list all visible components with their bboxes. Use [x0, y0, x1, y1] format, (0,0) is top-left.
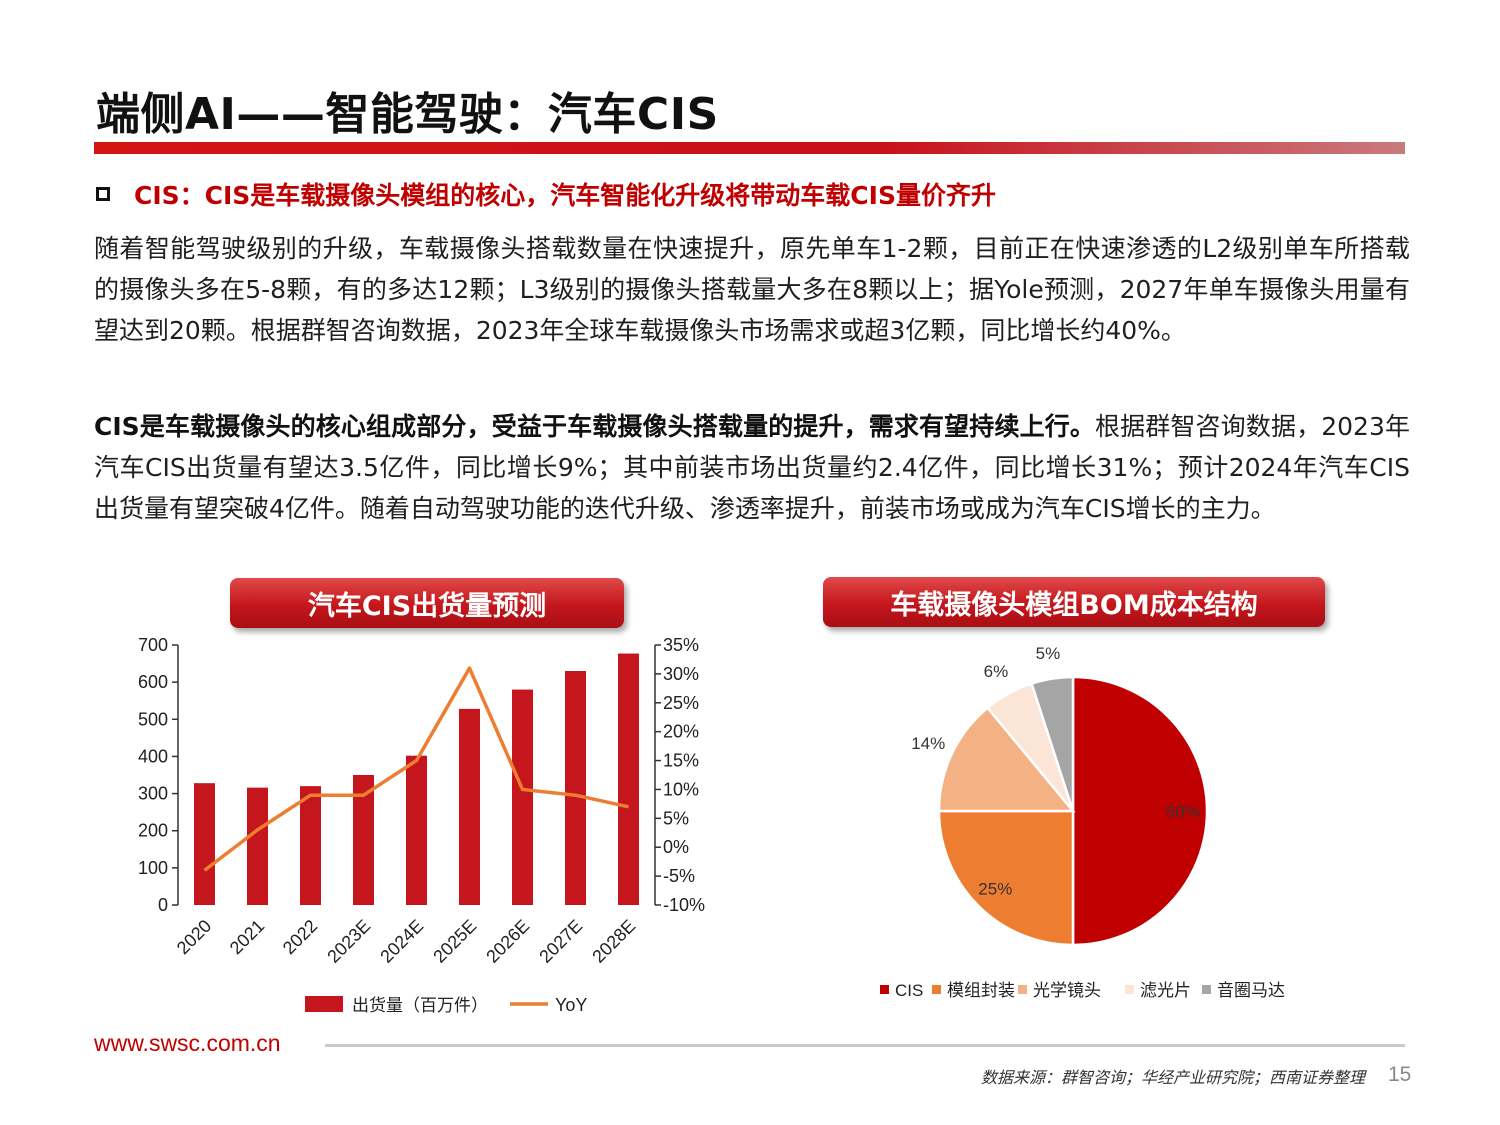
- shipment-bar: [406, 755, 427, 905]
- left-tick-label: 700: [138, 635, 168, 655]
- shipment-bar: [300, 786, 321, 905]
- bar-chart-title: 汽车CIS出货量预测: [230, 578, 624, 628]
- right-tick-label: 30%: [663, 664, 699, 684]
- left-tick-label: 200: [138, 821, 168, 841]
- pie-value-label: 14%: [911, 734, 945, 753]
- pie-value-label: 5%: [1036, 644, 1061, 663]
- right-tick-label: 10%: [663, 779, 699, 799]
- paragraph-2: CIS是车载摄像头的核心组成部分，受益于车载摄像头搭载量的提升，需求有望持续上行…: [94, 406, 1410, 529]
- pie-legend-label: 光学镜头: [1033, 981, 1101, 1000]
- pie-slice: [1071, 675, 1209, 947]
- subheading-text: CIS：CIS是车载摄像头模组的核心，汽车智能化升级将带动车载CIS量价齐升: [134, 181, 996, 210]
- right-tick-label: 25%: [663, 693, 699, 713]
- right-tick-label: 0%: [663, 837, 689, 857]
- left-tick-label: 100: [138, 858, 168, 878]
- pie-legend-swatch: [1018, 985, 1027, 994]
- pie-legend-label: 滤光片: [1140, 981, 1191, 1000]
- data-source-note: 数据来源：群智咨询；华经产业研究院；西南证券整理: [980, 1068, 1365, 1087]
- pie-legend-swatch: [1202, 985, 1211, 994]
- right-tick-label: 35%: [663, 635, 699, 655]
- pie-value-label: 50%: [1166, 802, 1200, 821]
- legend-line-label: YoY: [555, 995, 587, 1015]
- right-tick-label: 15%: [663, 751, 699, 771]
- right-tick-label: 5%: [663, 808, 689, 828]
- yoy-line: [203, 666, 629, 872]
- paragraph-1: 随着智能驾驶级别的升级，车载摄像头搭载数量在快速提升，原先单车1-2颗，目前正在…: [94, 234, 1410, 345]
- section-subheading: CIS：CIS是车载摄像头模组的核心，汽车智能化升级将带动车载CIS量价齐升: [96, 176, 996, 212]
- left-tick-label: 0: [158, 895, 168, 915]
- pie-slice: [937, 809, 1075, 947]
- page-number: 15: [1388, 1063, 1412, 1086]
- footer-divider: [325, 1044, 1405, 1047]
- left-tick-label: 500: [138, 709, 168, 729]
- right-tick-label: 20%: [663, 722, 699, 742]
- square-bullet-icon: [96, 187, 110, 201]
- shipment-bar: [565, 671, 586, 905]
- pie-legend-label: CIS: [895, 981, 923, 1000]
- left-tick-label: 300: [138, 784, 168, 804]
- page-title: 端侧AI——智能驾驶：汽车CIS: [96, 89, 719, 140]
- pie-slice: [937, 705, 1076, 813]
- paragraph-2-rest: 根据群智咨询数据，2023年汽车CIS出货量有望达3.5亿件，同比增长9%；其中…: [94, 412, 1410, 523]
- title-underline-bar: [94, 142, 1405, 154]
- shipment-bar: [194, 783, 215, 905]
- footer-website: www.swsc.com.cn: [94, 1030, 281, 1056]
- right-tick-label: -5%: [663, 866, 695, 886]
- pie-value-label: 6%: [984, 662, 1009, 681]
- pie-legend-swatch: [932, 985, 941, 994]
- shipment-bar: [247, 787, 268, 905]
- pie-chart-title: 车载摄像头模组BOM成本结构: [823, 577, 1325, 627]
- right-tick-label: -10%: [663, 895, 705, 915]
- legend-bar-swatch: [305, 996, 343, 1012]
- paragraph-2-bold: CIS是车载摄像头的核心组成部分，受益于车载摄像头搭载量的提升，需求有望持续上行…: [94, 412, 1095, 441]
- shipment-bar: [512, 689, 533, 905]
- legend-bar-label: 出货量（百万件）: [352, 996, 488, 1015]
- left-tick-label: 400: [138, 746, 168, 766]
- shipment-bar: [353, 775, 374, 905]
- pie-value-label: 25%: [978, 880, 1012, 899]
- shipment-bar: [618, 653, 639, 905]
- pie-legend-swatch: [1125, 985, 1134, 994]
- pie-legend-label: 模组封装: [947, 981, 1015, 1000]
- pie-legend-swatch: [880, 985, 889, 994]
- pie-slice: [1030, 675, 1075, 812]
- pie-legend-label: 音圈马达: [1217, 981, 1285, 1000]
- shipment-bar: [459, 708, 480, 905]
- left-tick-label: 600: [138, 672, 168, 692]
